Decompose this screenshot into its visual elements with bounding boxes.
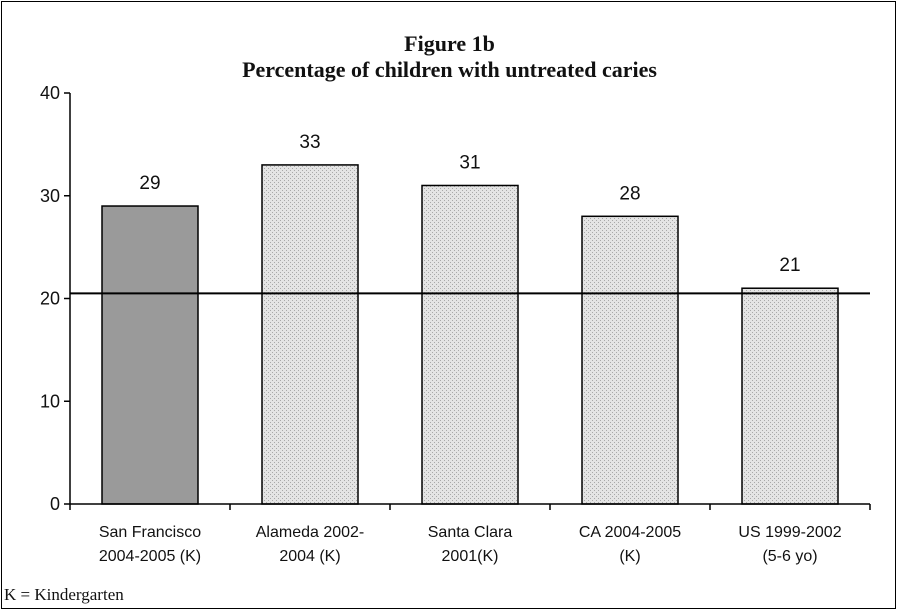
y-tick-label: 40 [40,83,60,103]
bar [581,215,679,505]
data-labels: 29 33 31 28 21 [139,132,800,276]
x-category-label: Alameda 2002- [256,524,365,541]
x-category-label: Santa Clara [428,524,513,541]
x-axis: San Francisco 2004-2005 (K) Alameda 2002- 2… [69,503,871,565]
bar-value-label: 21 [779,255,800,276]
chart-title: Figure 1b [404,31,495,56]
y-axis: 0 10 20 30 40 [40,83,71,514]
x-category-label: 2004 (K) [279,548,340,565]
x-category-label: (5-6 yo) [762,548,817,565]
bars [101,164,839,505]
footnote: K = Kindergarten [4,585,124,604]
y-tick-label: 30 [40,186,60,206]
chart-subtitle: Percentage of children with untreated ca… [242,57,657,82]
y-tick-label: 0 [50,494,60,514]
bar-value-label: 33 [299,132,320,153]
y-tick-label: 10 [40,391,60,411]
bar [101,205,199,505]
bar [261,164,359,505]
bar-value-label: 29 [139,173,160,194]
bar-value-label: 31 [459,152,480,173]
bar [421,184,519,505]
bar [741,287,839,505]
x-category-label: (K) [619,548,640,565]
bar-value-label: 28 [619,183,640,204]
y-tick-label: 20 [40,289,60,309]
x-category-label: CA 2004-2005 [579,524,681,541]
x-category-label: 2001(K) [442,548,499,565]
x-category-label: US 1999-2002 [738,524,841,541]
x-category-label: San Francisco [99,524,201,541]
x-category-label: 2004-2005 (K) [99,548,201,565]
